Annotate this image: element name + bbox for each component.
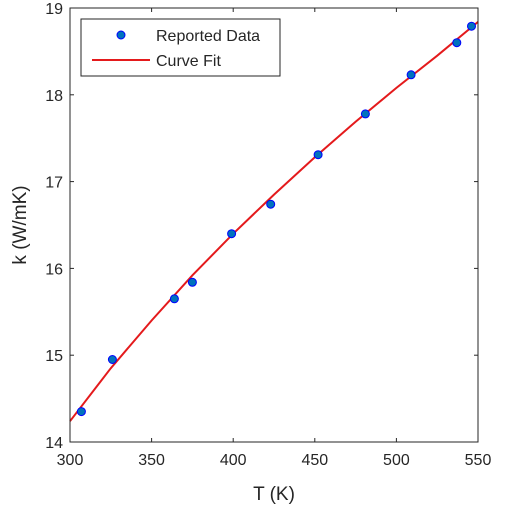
data-point — [227, 229, 237, 239]
data-point — [107, 355, 117, 364]
legend: Reported Data Curve Fit — [80, 18, 281, 77]
y-tick-label: 18 — [45, 88, 63, 105]
data-point — [360, 109, 370, 119]
y-tick-label: 19 — [45, 1, 63, 18]
data-point — [266, 199, 276, 209]
data-point — [313, 150, 323, 160]
data-point — [187, 277, 197, 287]
x-tick-label: 500 — [383, 452, 410, 469]
data-point — [452, 38, 462, 48]
axes-box — [69, 7, 479, 443]
points-layer — [76, 21, 476, 417]
x-tick-label: 350 — [138, 452, 165, 469]
y-tick-label: 16 — [45, 261, 63, 278]
data-point — [76, 407, 86, 417]
x-tick-label: 550 — [465, 452, 492, 469]
legend-label-reported-data: Reported Data — [156, 28, 260, 45]
axes-layer: 300 350 400 450 500 550 14 15 16 17 18 19 — [45, 1, 491, 469]
legend-label-curve-fit: Curve Fit — [156, 53, 221, 70]
legend-box — [80, 18, 281, 77]
legend-marker-reported-data — [116, 30, 126, 40]
x-tick-label: 450 — [301, 452, 328, 469]
x-tick-label: 300 — [57, 452, 84, 469]
y-axis-label: k (W/mK) — [10, 185, 31, 264]
x-axis-label: T (K) — [253, 484, 295, 505]
data-point — [169, 294, 179, 304]
x-tick-label: 400 — [220, 452, 247, 469]
y-tick-label: 17 — [45, 175, 63, 192]
data-point — [467, 21, 476, 31]
plot-area — [70, 8, 478, 442]
y-tick-label: 14 — [45, 435, 63, 452]
y-tick-label: 15 — [45, 348, 63, 365]
data-point — [406, 70, 416, 80]
